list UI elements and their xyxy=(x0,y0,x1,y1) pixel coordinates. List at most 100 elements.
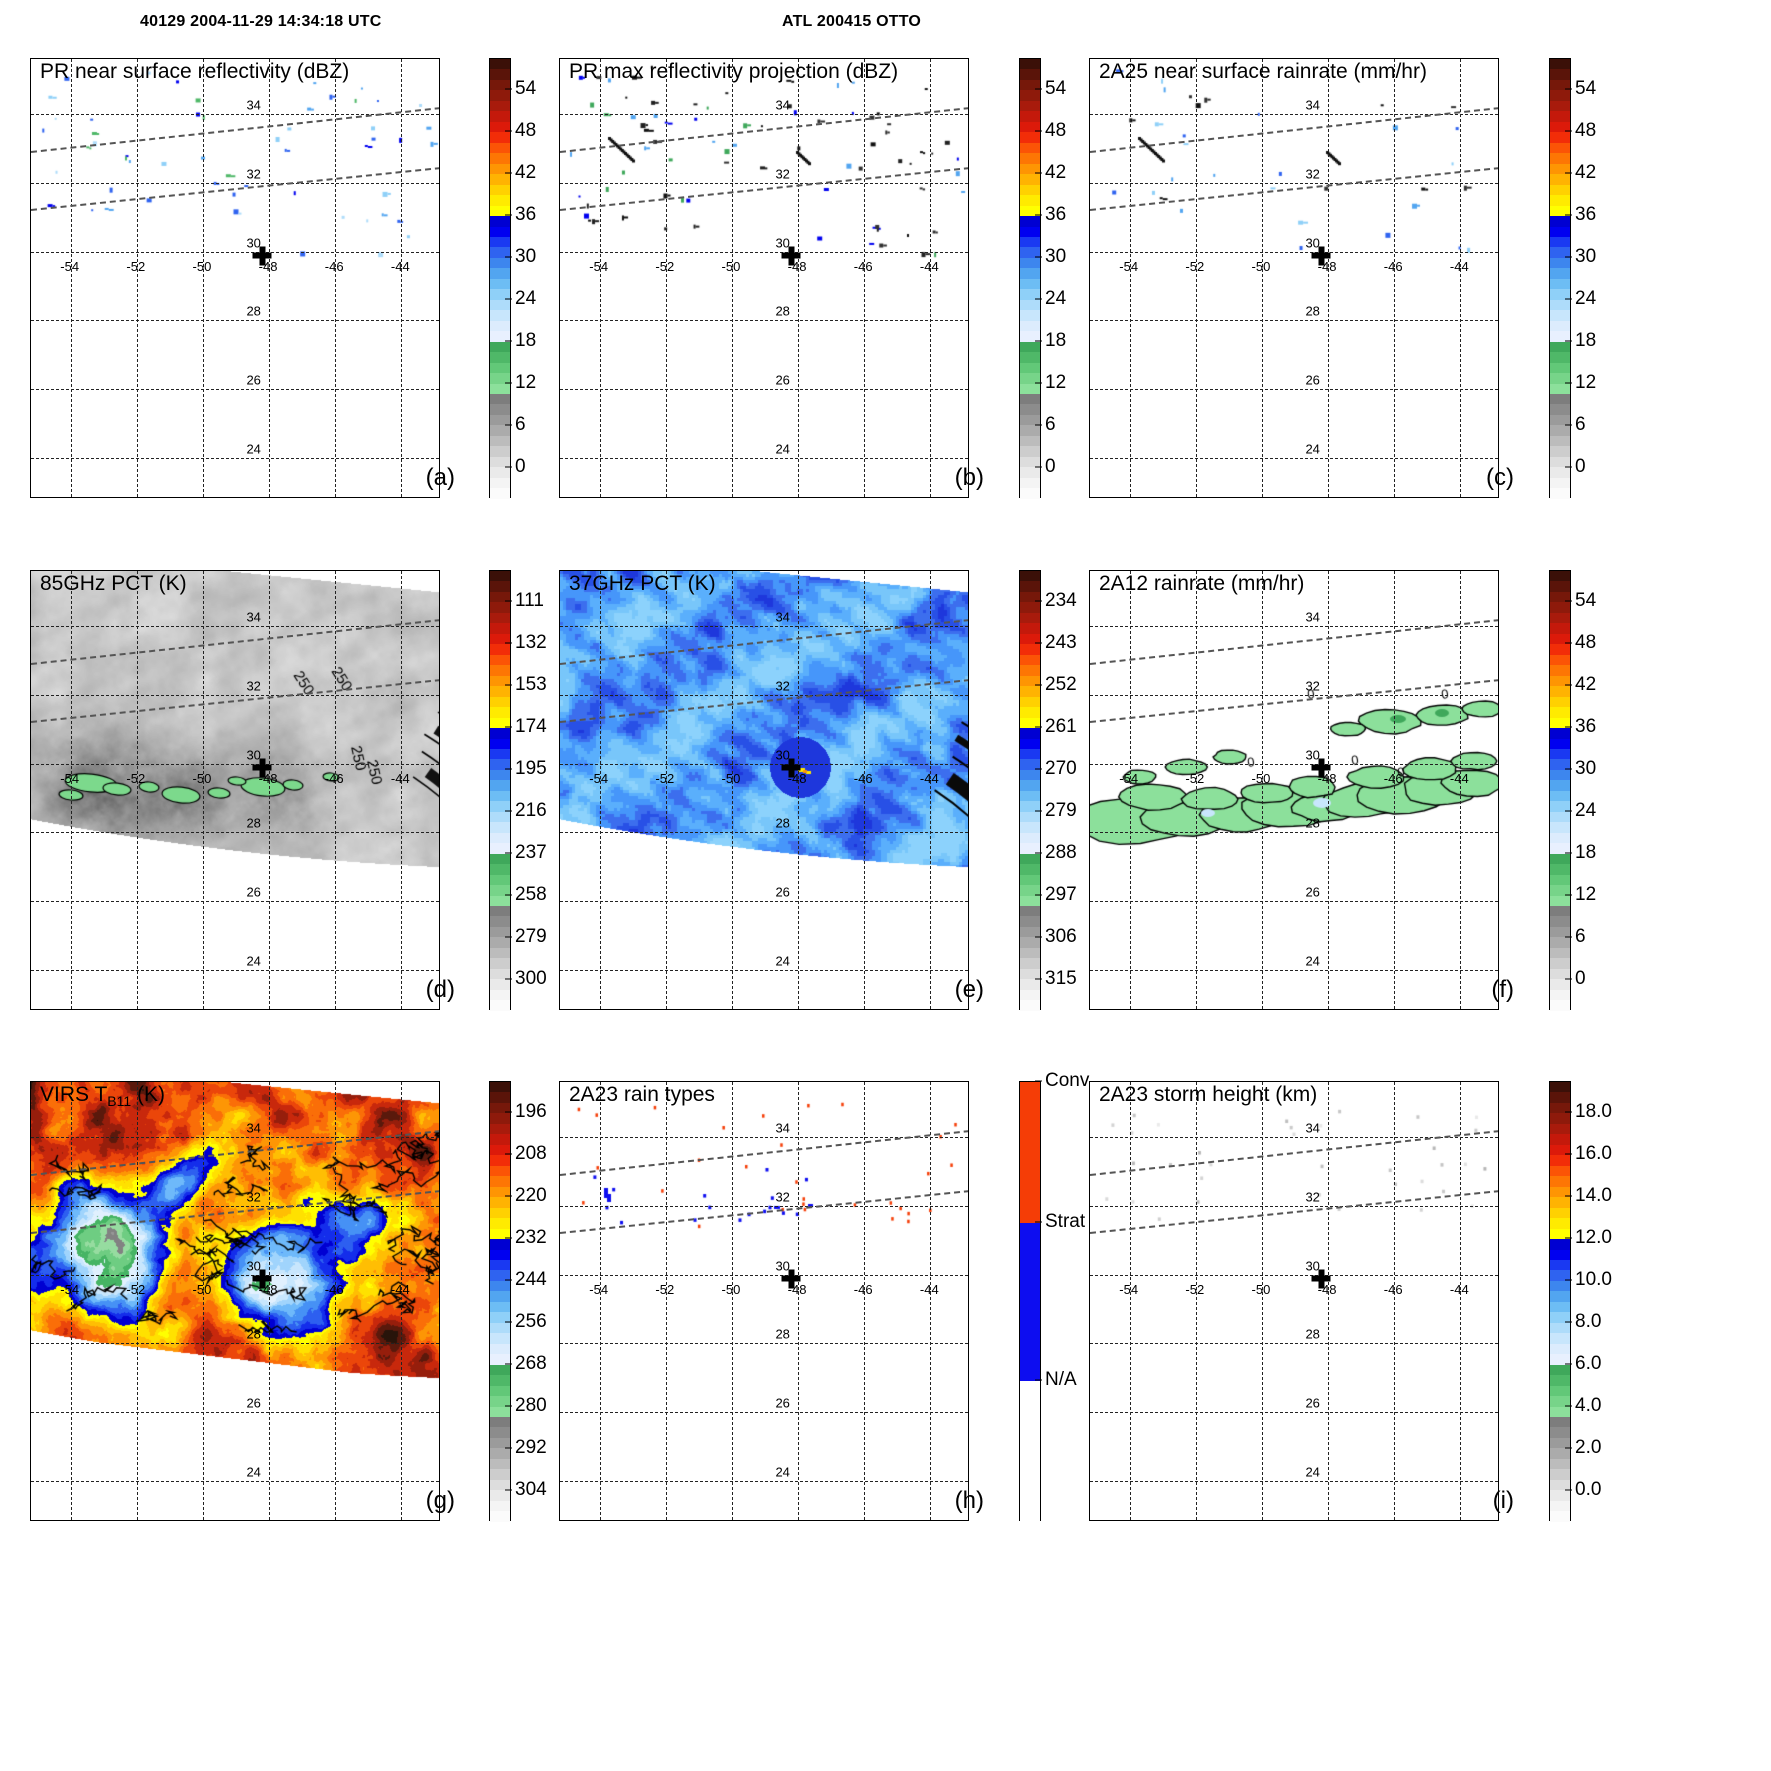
colorbar-tick-label: 12 xyxy=(1575,371,1597,393)
colorbar-segment xyxy=(490,1082,510,1093)
colorbar-segment xyxy=(1020,947,1040,959)
colorbar-tick-label: 54 xyxy=(515,77,537,99)
colorbar-segment xyxy=(1020,121,1040,133)
lat-tick-label: 34 xyxy=(775,609,790,625)
lon-tick-label: -46 xyxy=(853,258,873,274)
colorbar-segment xyxy=(1020,414,1040,426)
gridline-lon--54 xyxy=(70,1082,72,1520)
panel-title-e: 37GHz PCT (K) xyxy=(569,572,716,595)
colorbar-tick-mark xyxy=(1035,298,1042,300)
colorbar-tick-mark xyxy=(505,810,512,812)
colorbar-segment xyxy=(1550,1301,1570,1313)
colorbar-tick-label: 12 xyxy=(515,371,537,393)
colorbar-segment xyxy=(490,1186,510,1198)
colorbar-segment xyxy=(1550,1417,1570,1428)
colorbar-segment xyxy=(490,79,510,91)
panel-title-main: VIRS T xyxy=(40,1083,108,1106)
lat-tick-label: 24 xyxy=(775,1464,790,1480)
colorbar-segment xyxy=(1020,467,1040,478)
colorbar-segment xyxy=(1550,184,1570,196)
colorbar-tick-mark xyxy=(1035,88,1042,90)
colorbar-segment xyxy=(490,100,510,112)
gridline-lat-24 xyxy=(560,1480,968,1482)
colorbar-segment xyxy=(1550,352,1570,363)
colorbar-segment xyxy=(1020,90,1040,101)
colorbar-segment xyxy=(1020,811,1040,823)
colorbar-tick-mark xyxy=(505,768,512,770)
colorbar-segment xyxy=(1020,163,1040,175)
colorbar-segment xyxy=(1020,1381,1040,1522)
colorbar-tick-mark xyxy=(505,642,512,644)
colorbar-segment xyxy=(1550,488,1570,499)
colorbar-tick-mark xyxy=(1035,894,1042,896)
colorbar-segment xyxy=(1550,205,1570,217)
colorbar-tick-mark xyxy=(1565,214,1572,216)
gridline-lon--44 xyxy=(930,59,932,497)
colorbar-segment xyxy=(1550,121,1570,133)
colorbar-ticks-i: 18.0 16.0 14.0 12.0 10.0 8.0 6.0 4.0 2.0 0.0 xyxy=(1565,1081,1663,1521)
panel-d: 34 32 30 28 26 24 -54 -52 -50 -48 -46 -44 85GHz PCT … xyxy=(18,540,493,1010)
colorbar-segment xyxy=(490,1239,510,1250)
colorbar-segment xyxy=(1020,644,1040,655)
lat-tick-label: 30 xyxy=(1305,1258,1320,1273)
lat-tick-label: 32 xyxy=(246,1189,261,1205)
lon-tick-label: -48 xyxy=(1317,258,1337,274)
colorbar-segment xyxy=(1020,59,1040,70)
lat-tick-label: 26 xyxy=(1305,372,1320,388)
colorbar-segment xyxy=(490,1218,510,1229)
lat-tick-label: 28 xyxy=(1305,815,1320,831)
colorbar-segment xyxy=(1020,310,1040,321)
colorbar-segment xyxy=(490,581,510,592)
colorbar-segment xyxy=(1020,226,1040,237)
colorbar-segment xyxy=(490,278,510,290)
colorbar-ticks-h: Conv Strat N/A xyxy=(1035,1070,1133,1521)
gridline-lat-28 xyxy=(1090,320,1498,322)
colorbar-tick-mark xyxy=(1565,684,1572,686)
colorbar-segment xyxy=(1550,79,1570,91)
colorbar-tick-mark xyxy=(1565,340,1572,342)
colorbar-tick-label: 48 xyxy=(515,119,537,141)
colorbar-segment xyxy=(1020,278,1040,290)
lat-tick-label: 34 xyxy=(246,609,261,625)
colorbar-segment xyxy=(1550,832,1570,844)
gridline-lon--44 xyxy=(1460,1082,1462,1520)
colorbar-tick-mark xyxy=(505,214,512,216)
colorbar-tick-mark xyxy=(1565,1447,1572,1449)
colorbar-segment xyxy=(1020,352,1040,363)
colorbar-tick-mark xyxy=(505,1111,512,1113)
colorbar-segment xyxy=(490,1469,510,1480)
colorbar-segment xyxy=(1550,1113,1570,1124)
colorbar-segment xyxy=(1550,1176,1570,1187)
panel-title-a: PR near surface reflectivity (dBZ) xyxy=(40,60,350,83)
colorbar-segment xyxy=(1550,1123,1570,1135)
colorbar-segment xyxy=(490,1396,510,1407)
storm-center-marker xyxy=(1311,246,1331,265)
colorbar-segment xyxy=(490,1500,510,1512)
data-field-f xyxy=(1090,571,1498,1009)
colorbar-ticks-e: 234 243 252 261 270 279 288 297 306 315 xyxy=(1035,570,1133,1010)
colorbar-segment xyxy=(490,633,510,645)
plot-area-d: 34 32 30 28 26 24 xyxy=(30,570,440,1010)
lat-tick-label: 28 xyxy=(1305,303,1320,319)
lat-tick-label: 30 xyxy=(246,235,261,250)
colorbar-segment xyxy=(490,979,510,990)
colorbar-tick-label: 220 xyxy=(515,1184,547,1206)
lon-tick-label: -46 xyxy=(853,770,873,786)
lat-tick-label: 24 xyxy=(1305,1464,1320,1480)
colorbar-ticks-a: 54 48 42 36 30 24 18 12 6 0 xyxy=(505,58,603,498)
colorbar-segment xyxy=(1550,811,1570,823)
colorbar-segment xyxy=(490,958,510,969)
colorbar-segment xyxy=(1020,686,1040,697)
lat-tick-label: 24 xyxy=(246,1464,261,1480)
panel-title-d: 85GHz PCT (K) xyxy=(40,572,187,595)
panel-letter-b: (b) xyxy=(954,464,984,491)
colorbar-segment xyxy=(1550,602,1570,613)
lon-tick-label: -44 xyxy=(1449,770,1469,786)
lon-tick-label: -48 xyxy=(258,1281,278,1297)
gridline-lon--54 xyxy=(70,59,72,497)
colorbar-segment xyxy=(1020,425,1040,436)
colorbar-tick-label: 42 xyxy=(1575,161,1597,183)
panel-title-subscript: B11 xyxy=(107,1093,132,1110)
colorbar-segment xyxy=(1020,299,1040,311)
